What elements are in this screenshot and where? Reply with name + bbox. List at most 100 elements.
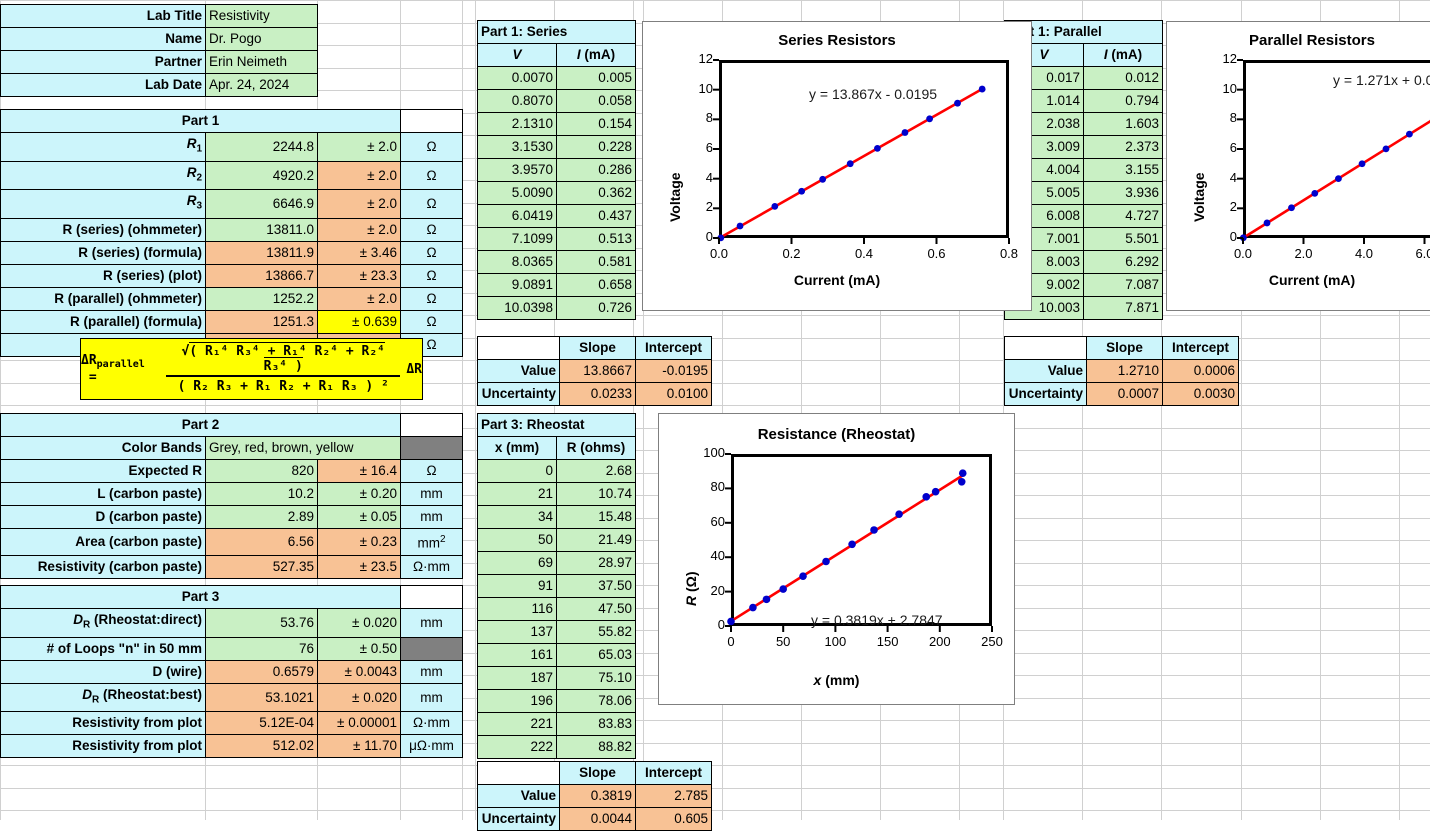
part3-row-value-3[interactable]: 53.1021 bbox=[206, 683, 318, 712]
rheostat-cell-9-1[interactable]: 75.10 bbox=[557, 667, 636, 690]
series-cell-6-1[interactable]: 0.437 bbox=[557, 205, 636, 228]
parallel-cell-4-1[interactable]: 3.155 bbox=[1084, 159, 1163, 182]
series-cell-2-1[interactable]: 0.154 bbox=[557, 113, 636, 136]
fit-rheostat-cell-0-0[interactable]: 0.3819 bbox=[560, 785, 636, 808]
part1-row-value-5[interactable]: 13866.7 bbox=[206, 265, 318, 288]
part1-row-label-5[interactable]: R (series) (plot) bbox=[1, 265, 206, 288]
series-column-header-1[interactable]: I (mA) bbox=[557, 44, 636, 67]
parallel-cell-1-1[interactable]: 0.794 bbox=[1084, 90, 1163, 113]
part1-row-uncertainty-4[interactable]: ± 3.46 bbox=[318, 242, 401, 265]
part1-row-label-0[interactable]: R1 bbox=[1, 133, 206, 162]
rheostat-cell-0-0[interactable]: 0 bbox=[478, 460, 557, 483]
part2-row-label-1[interactable]: Expected R bbox=[1, 460, 206, 483]
part1-row-value-1[interactable]: 4920.2 bbox=[206, 161, 318, 190]
part2-row-label-4[interactable]: Area (carbon paste) bbox=[1, 529, 206, 556]
part1-row-unit-7[interactable]: Ω bbox=[401, 311, 463, 334]
part2-row-unit-0[interactable] bbox=[401, 437, 463, 460]
part3-row-value-4[interactable]: 5.12E-04 bbox=[206, 712, 318, 735]
part3-row-label-5[interactable]: Resistivity from plot bbox=[1, 735, 206, 758]
parallel-column-header-1[interactable]: I (mA) bbox=[1084, 44, 1163, 67]
header-label-0[interactable]: Lab Title bbox=[1, 5, 206, 28]
part2-row-value-2[interactable]: 10.2 bbox=[206, 483, 318, 506]
part1-row-label-4[interactable]: R (series) (formula) bbox=[1, 242, 206, 265]
part3-row-uncertainty-5[interactable]: ± 11.70 bbox=[318, 735, 401, 758]
part1-row-value-6[interactable]: 1252.2 bbox=[206, 288, 318, 311]
part3-row-uncertainty-2[interactable]: ± 0.0043 bbox=[318, 660, 401, 683]
part3-row-value-0[interactable]: 53.76 bbox=[206, 609, 318, 638]
series-cell-5-1[interactable]: 0.362 bbox=[557, 182, 636, 205]
rheostat-cell-11-0[interactable]: 221 bbox=[478, 713, 557, 736]
part2-row-value-4[interactable]: 6.56 bbox=[206, 529, 318, 556]
part3-title[interactable]: Part 3 bbox=[1, 586, 401, 609]
part2-row-uncertainty-5[interactable]: ± 23.5 bbox=[318, 555, 401, 578]
header-label-1[interactable]: Name bbox=[1, 28, 206, 51]
series-cell-3-0[interactable]: 3.1530 bbox=[478, 136, 557, 159]
parallel-cell-8-1[interactable]: 6.292 bbox=[1084, 251, 1163, 274]
fit-series-column-header-0[interactable]: Slope bbox=[560, 337, 636, 360]
part2-row-label-0[interactable]: Color Bands bbox=[1, 437, 206, 460]
part1-row-unit-6[interactable]: Ω bbox=[401, 288, 463, 311]
series-cell-2-0[interactable]: 2.1310 bbox=[478, 113, 557, 136]
fit-rheostat-column-header-1[interactable]: Intercept bbox=[636, 762, 712, 785]
rheostat-cell-12-1[interactable]: 88.82 bbox=[557, 736, 636, 759]
part1-title[interactable]: Part 1 bbox=[1, 110, 401, 133]
part3-row-unit-2[interactable]: mm bbox=[401, 660, 463, 683]
parallel-cell-3-1[interactable]: 2.373 bbox=[1084, 136, 1163, 159]
rheostat-cell-3-0[interactable]: 50 bbox=[478, 529, 557, 552]
series-cell-8-1[interactable]: 0.581 bbox=[557, 251, 636, 274]
fit-series-cell-0-0[interactable]: 13.8667 bbox=[560, 360, 636, 383]
parallel-cell-6-1[interactable]: 4.727 bbox=[1084, 205, 1163, 228]
part1-row-uncertainty-2[interactable]: ± 2.0 bbox=[318, 190, 401, 219]
part2-row-unit-4[interactable]: mm2 bbox=[401, 529, 463, 556]
rheostat-cell-1-1[interactable]: 10.74 bbox=[557, 483, 636, 506]
part1-row-unit-0[interactable]: Ω bbox=[401, 133, 463, 162]
part3-row-unit-3[interactable]: mm bbox=[401, 683, 463, 712]
part2-row-value-3[interactable]: 2.89 bbox=[206, 506, 318, 529]
part2-row-uncertainty-4[interactable]: ± 0.23 bbox=[318, 529, 401, 556]
series-cell-10-0[interactable]: 10.0398 bbox=[478, 297, 557, 320]
header-value-1[interactable]: Dr. Pogo bbox=[206, 28, 318, 51]
rheostat-cell-8-0[interactable]: 161 bbox=[478, 644, 557, 667]
empty-cell[interactable] bbox=[1005, 337, 1087, 360]
series-column-header-0[interactable]: V bbox=[478, 44, 557, 67]
part2-row-unit-5[interactable]: Ω·mm bbox=[401, 555, 463, 578]
fit-parallel-column-header-0[interactable]: Slope bbox=[1087, 337, 1163, 360]
series-cell-6-0[interactable]: 6.0419 bbox=[478, 205, 557, 228]
rheostat-cell-7-1[interactable]: 55.82 bbox=[557, 621, 636, 644]
part3-row-unit-4[interactable]: Ω·mm bbox=[401, 712, 463, 735]
part1-row-label-3[interactable]: R (series) (ohmmeter) bbox=[1, 219, 206, 242]
fit-rheostat-cell-0-1[interactable]: 2.785 bbox=[636, 785, 712, 808]
rheostat-cell-0-1[interactable]: 2.68 bbox=[557, 460, 636, 483]
fit-rheostat-row-label-1[interactable]: Uncertainty bbox=[478, 808, 560, 831]
rheostat-cell-10-1[interactable]: 78.06 bbox=[557, 690, 636, 713]
series-cell-1-0[interactable]: 0.8070 bbox=[478, 90, 557, 113]
fit-series-column-header-1[interactable]: Intercept bbox=[636, 337, 712, 360]
part1-row-uncertainty-3[interactable]: ± 2.0 bbox=[318, 219, 401, 242]
fit-rheostat-row-label-0[interactable]: Value bbox=[478, 785, 560, 808]
series-cell-4-1[interactable]: 0.286 bbox=[557, 159, 636, 182]
part3-row-label-2[interactable]: D (wire) bbox=[1, 660, 206, 683]
empty-cell[interactable] bbox=[401, 586, 463, 609]
part3-row-uncertainty-4[interactable]: ± 0.00001 bbox=[318, 712, 401, 735]
part1-row-uncertainty-0[interactable]: ± 2.0 bbox=[318, 133, 401, 162]
rheostat-cell-2-0[interactable]: 34 bbox=[478, 506, 557, 529]
part1-row-value-0[interactable]: 2244.8 bbox=[206, 133, 318, 162]
fit-parallel-cell-1-1[interactable]: 0.0030 bbox=[1163, 383, 1239, 406]
part1-row-unit-5[interactable]: Ω bbox=[401, 265, 463, 288]
part2-row-unit-3[interactable]: mm bbox=[401, 506, 463, 529]
fit-parallel-cell-1-0[interactable]: 0.0007 bbox=[1087, 383, 1163, 406]
series-cell-5-0[interactable]: 5.0090 bbox=[478, 182, 557, 205]
series-title[interactable]: Part 1: Series bbox=[478, 21, 636, 44]
fit-series-cell-1-0[interactable]: 0.0233 bbox=[560, 383, 636, 406]
empty-cell[interactable] bbox=[401, 414, 463, 437]
header-value-2[interactable]: Erin Neimeth bbox=[206, 51, 318, 74]
series-cell-9-0[interactable]: 9.0891 bbox=[478, 274, 557, 297]
part2-row-label-2[interactable]: L (carbon paste) bbox=[1, 483, 206, 506]
rheostat-cell-7-0[interactable]: 137 bbox=[478, 621, 557, 644]
rheostat-cell-6-0[interactable]: 116 bbox=[478, 598, 557, 621]
series-cell-7-0[interactable]: 7.1099 bbox=[478, 228, 557, 251]
part1-row-unit-3[interactable]: Ω bbox=[401, 219, 463, 242]
rheostat-cell-4-0[interactable]: 69 bbox=[478, 552, 557, 575]
part3-row-label-4[interactable]: Resistivity from plot bbox=[1, 712, 206, 735]
fit-series-cell-1-1[interactable]: 0.0100 bbox=[636, 383, 712, 406]
